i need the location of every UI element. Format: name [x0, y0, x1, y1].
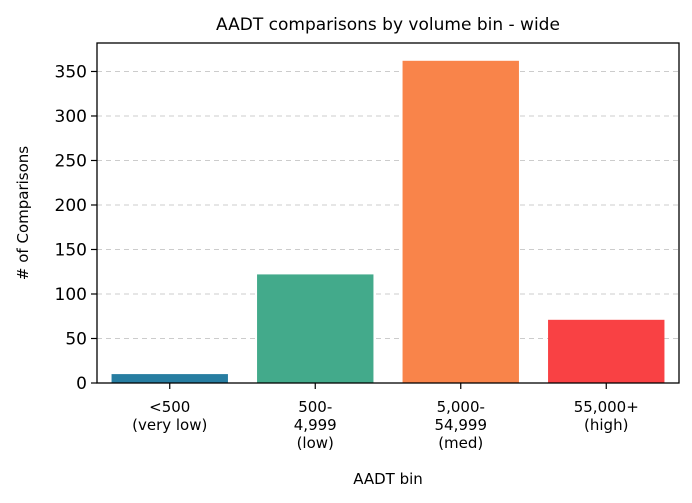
x-tick-label: <500 (very low): [132, 398, 207, 434]
y-axis-label: # of Comparisons: [14, 146, 32, 280]
chart-title: AADT comparisons by volume bin - wide: [216, 15, 560, 35]
x-tick-label-line: 500-: [298, 398, 332, 416]
x-tick-label-line: 5,000-: [437, 398, 485, 416]
y-tick-label: 150: [55, 240, 87, 260]
y-tick-label: 50: [65, 329, 87, 349]
x-axis-label: AADT bin: [353, 470, 423, 488]
x-tick-label-line: (high): [584, 416, 628, 434]
x-tick-label-line: 55,000+: [574, 398, 639, 416]
x-tick-label-line: 4,999: [294, 416, 337, 434]
y-tick-label: 250: [55, 151, 87, 171]
x-tick-label-line: <500: [149, 398, 190, 416]
x-tick-label: 55,000+ (high): [574, 398, 639, 434]
bar: [402, 60, 519, 383]
y-tick-label: 300: [55, 107, 87, 127]
y-axis-ticks: 0 50 100 150 200 250 300 350: [55, 62, 97, 394]
y-tick-label: 100: [55, 285, 87, 305]
y-tick-label: 350: [55, 62, 87, 82]
x-tick-label-line: (very low): [132, 416, 207, 434]
bar: [257, 274, 374, 383]
y-tick-label: 200: [55, 196, 87, 216]
x-tick-label-line: (low): [297, 434, 334, 452]
bar: [111, 374, 228, 383]
bar: [548, 319, 665, 383]
x-tick-label: 500-4,999 (low): [294, 398, 337, 452]
plot-frame: [96, 42, 680, 384]
bars: [111, 60, 665, 383]
x-tick-label-line: (med): [438, 434, 483, 452]
y-tick-label: 0: [76, 374, 87, 394]
grid-lines: [97, 70, 679, 339]
x-axis-ticks: <500 (very low) 500-4,999 (low) 5,000-54,999…: [132, 383, 639, 452]
x-tick-label: 5,000-54,999 (med): [435, 398, 488, 452]
x-tick-label-line: 54,999: [435, 416, 488, 434]
